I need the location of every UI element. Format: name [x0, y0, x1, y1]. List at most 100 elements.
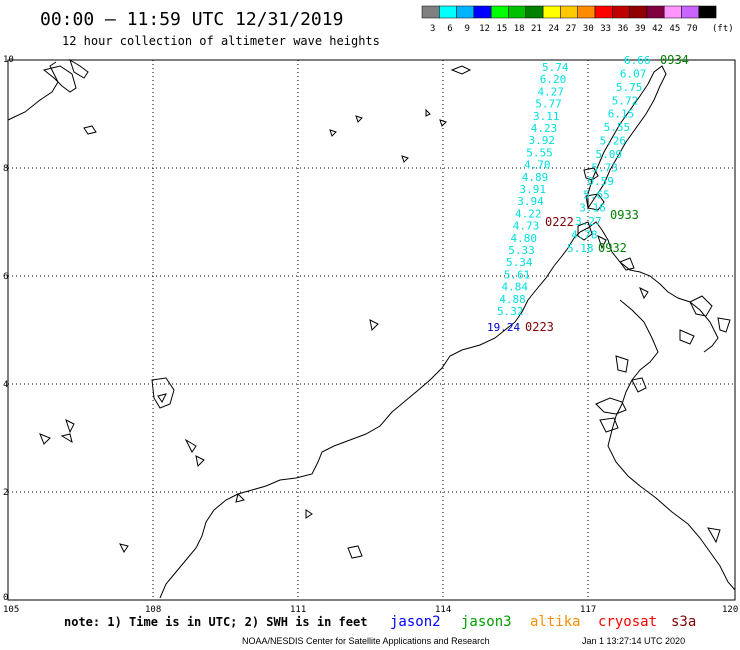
legend-label: 24	[548, 24, 559, 34]
pass-time-label: 0222	[545, 215, 574, 229]
legend-unit: (ft)	[712, 24, 734, 34]
swh-value-label: 5.55	[526, 146, 553, 159]
satellite-label: jason3	[461, 614, 512, 630]
swh-value-label: 3.91	[520, 183, 547, 196]
satellite-legend: jason2 jason3 altika cryosat s3a	[390, 614, 696, 630]
legend-swatch	[577, 5, 596, 19]
y-tick-label: 4	[3, 380, 8, 390]
legend-swatch	[646, 5, 665, 19]
swh-value-label: 4.80	[511, 232, 538, 245]
swh-value-label: 5.34	[506, 256, 533, 269]
legend-swatch	[525, 5, 544, 19]
satellite-label: s3a	[671, 614, 696, 630]
coastlines	[7, 58, 736, 599]
timestamp-text: Jan 1 13:27:14 UTC 2020	[582, 636, 685, 646]
swh-value-label: 4.22	[515, 207, 542, 220]
y-tick-label: 2	[3, 488, 8, 498]
legend-label: 9	[465, 24, 470, 34]
legend-label: 45	[669, 24, 680, 34]
legend-label: 3	[430, 24, 435, 34]
swh-value-label: 4.27	[538, 85, 565, 98]
legend-swatch	[421, 5, 440, 19]
satellite-label: altika	[530, 614, 581, 630]
legend-swatch	[560, 5, 578, 19]
legend-swatch	[508, 5, 527, 19]
y-tick-label: 0	[3, 593, 8, 603]
swh-value-label: 5.55	[604, 121, 631, 134]
legend-label: 33	[600, 24, 611, 34]
pass-time-label: 0223	[525, 320, 554, 334]
y-axis-labels: 0 2 4 6 8 10	[3, 55, 14, 603]
swh-value-label: 5.77	[535, 98, 562, 111]
x-tick-label: 120	[722, 605, 738, 615]
satellite-label: cryosat	[598, 614, 657, 630]
swh-value-label: 5.32	[497, 305, 524, 318]
swh-value-label: 4.73	[513, 220, 540, 233]
swh-value-label: 4.23	[531, 122, 558, 135]
swh-value-label: 5.18	[567, 242, 594, 255]
swh-value-label: 5.65	[583, 188, 610, 201]
swh-value-label: 6.07	[620, 67, 647, 80]
legend-swatch	[456, 5, 475, 19]
swh-value-label: 5.33	[508, 244, 535, 257]
legend-swatch	[681, 5, 700, 19]
swh-value-label: 5.74	[542, 61, 569, 74]
legend-label: 30	[583, 24, 594, 34]
y-tick-label: 6	[3, 272, 8, 282]
legend-swatch	[629, 5, 648, 19]
swh-value-label: 4.84	[502, 281, 529, 294]
legend-label: 21	[531, 24, 542, 34]
legend-swatch	[594, 5, 613, 19]
legend-swatch	[542, 5, 561, 19]
swh-value-label: 3.94	[517, 195, 544, 208]
pass-time-label: 0933	[610, 208, 639, 222]
swh-value-label: 3.92	[529, 134, 556, 147]
swh-value-label: 6.66	[624, 54, 651, 67]
x-axis-labels: 105 108 111 114 117 120	[3, 605, 738, 615]
legend-swatch	[663, 5, 682, 19]
legend-label: 39	[635, 24, 646, 34]
legend-swatch	[698, 5, 717, 19]
legend-swatch	[473, 5, 492, 19]
x-tick-label: 108	[145, 605, 161, 615]
swh-value-label: 6.20	[540, 73, 567, 86]
legend-swatch	[439, 5, 457, 19]
x-tick-label: 114	[435, 605, 451, 615]
legend-label: 18	[514, 24, 525, 34]
swh-value-label: 4.89	[522, 171, 549, 184]
swh-value-label: 5.72	[612, 94, 639, 107]
page-title: 00:00 – 11:59 UTC 12/31/2019	[40, 9, 343, 30]
altimeter-tracks: 5.746.204.275.773.114.233.925.554.704.89…	[487, 53, 689, 334]
x-tick-label: 105	[3, 605, 19, 615]
swh-value-label: 6.15	[608, 108, 635, 121]
y-tick-label: 10	[3, 55, 14, 65]
legend-swatch	[612, 5, 630, 19]
swh-value-label: 5.73	[591, 161, 618, 174]
legend-label: 12	[479, 24, 490, 34]
swh-value-label: 5.09	[596, 148, 623, 161]
map-frame	[7, 59, 736, 601]
legend-swatch	[490, 5, 509, 19]
footer-note: note: 1) Time is in UTC; 2) SWH is in fe…	[64, 615, 367, 629]
page-subtitle: 12 hour collection of altimeter wave hei…	[62, 34, 380, 48]
legend-label: 27	[566, 24, 577, 34]
swh-value-label: 19.24	[487, 321, 520, 334]
x-tick-label: 117	[580, 605, 596, 615]
credit-text: NOAA/NESDIS Center for Satellite Applica…	[242, 636, 490, 646]
legend-label: 36	[618, 24, 629, 34]
y-tick-label: 8	[3, 164, 8, 174]
swh-value-label: 0.59	[587, 175, 614, 188]
swh-value-label: 4.70	[524, 159, 551, 172]
pass-time-label: 0934	[660, 53, 689, 67]
swh-value-label: 4.88	[499, 293, 526, 306]
legend-label: 70	[687, 24, 698, 34]
swh-value-label: 5.61	[504, 268, 531, 281]
swh-value-label: 3.27	[575, 215, 602, 228]
legend-label: 6	[447, 24, 452, 34]
swh-value-label: 3.11	[533, 110, 560, 123]
swh-value-label: 5.75	[616, 81, 643, 94]
pass-time-label: 0932	[598, 241, 627, 255]
swh-value-label: 5.26	[600, 135, 627, 148]
legend-label: 42	[652, 24, 663, 34]
